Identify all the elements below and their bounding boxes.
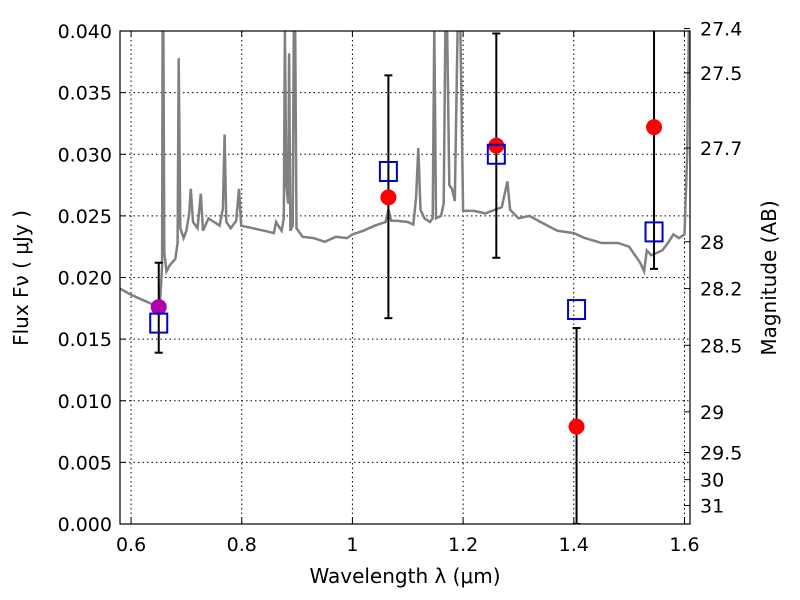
model-points — [149, 143, 664, 334]
x-axis-label: Wavelength λ (μm) — [309, 564, 500, 588]
y-tick-labels: 0.000 0.005 0.010 0.015 0.020 0.025 0.030 0.035… — [58, 21, 112, 536]
model-point — [567, 299, 587, 321]
y-tick-label: 0.005 — [58, 452, 112, 474]
x-tick-label: 0.6 — [116, 534, 146, 556]
right-tick-label: 27.4 — [700, 19, 742, 41]
right-tick-label: 28.5 — [700, 335, 742, 357]
plot-area — [120, 31, 690, 524]
right-tick-label: 29.5 — [700, 443, 742, 465]
model-point — [378, 161, 398, 183]
right-tick-labels: 27.4 27.5 27.7 28 28.2 28.5 29 29.5 30 31 — [700, 19, 742, 518]
axis-ticks — [120, 28, 690, 525]
observed-point — [568, 418, 585, 435]
y-tick-label: 0.020 — [58, 268, 112, 290]
right-tick-label: 30 — [700, 470, 724, 492]
right-tick-label: 29 — [700, 402, 724, 424]
x-tick-label: 0.8 — [227, 534, 257, 556]
y-tick-label: 0.025 — [58, 206, 112, 228]
model-point — [149, 312, 169, 334]
observed-point — [646, 119, 663, 136]
observed-point — [150, 299, 167, 316]
right-tick-label: 28 — [700, 232, 724, 254]
x-tick-label: 1.4 — [559, 534, 589, 556]
y-tick-label: 0.000 — [58, 514, 112, 536]
y-tick-label: 0.035 — [58, 83, 112, 105]
right-tick-label: 27.5 — [700, 63, 742, 85]
y-tick-label: 0.010 — [58, 391, 112, 413]
right-tick-label: 31 — [700, 496, 724, 518]
model-point — [644, 221, 664, 243]
x-tick-label: 1.2 — [448, 534, 478, 556]
spectrum-line — [120, 31, 690, 309]
model-point — [486, 143, 506, 165]
y-tick-label: 0.040 — [58, 21, 112, 43]
x-tick-label: 1 — [346, 534, 358, 556]
right-tick-label: 27.7 — [700, 138, 742, 160]
right-tick-label: 28.2 — [700, 279, 742, 301]
y-tick-label: 0.015 — [58, 329, 112, 351]
x-tick-labels: 0.6 0.8 1 1.2 1.4 1.6 — [116, 534, 700, 556]
right-axis-label: Magnitude (AB) — [757, 200, 781, 355]
x-tick-label: 1.6 — [669, 534, 699, 556]
y-tick-label: 0.030 — [58, 144, 112, 166]
observed-point — [380, 189, 397, 206]
y-axis-label: Flux Fν ( μJy ) — [9, 210, 33, 346]
